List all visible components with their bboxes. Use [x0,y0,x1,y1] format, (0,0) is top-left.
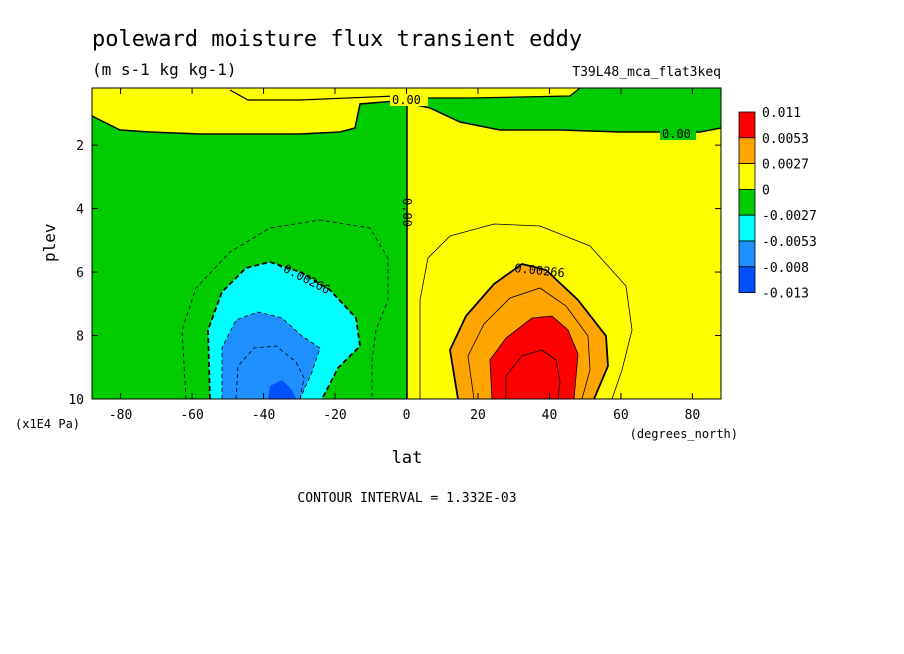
neg-contour-1 [181,219,389,399]
y-axis-title: plev [40,223,59,262]
x-tick-label: 20 [470,408,486,423]
colorbar-label: 0.0053 [762,132,809,147]
axis-ticks: -80 -60 -40 -20 0 20 40 60 80 2 4 6 8 10 [68,88,721,423]
x-tick-label: 0 [403,408,411,423]
colorbar: 0.011 0.0053 0.0027 0 -0.0027 -0.0053 -0.008 -0… [738,106,817,302]
colorbar-swatch [738,163,756,190]
x-axis-title: lat [392,448,423,468]
pos-contour-1 [419,223,633,399]
colorbar-label: 0.011 [762,106,801,121]
colorbar-label: 0 [762,183,770,198]
field-deepblue [268,380,296,399]
contour-label-top: 0.00 [392,93,421,107]
colorbar-label: -0.008 [762,261,809,276]
colorbar-swatch [738,137,756,165]
contour-label-pos: 0.00266 [514,261,566,280]
contour-label-right: 0.00 [662,127,691,141]
colorbar-swatch [738,240,756,268]
zero-contour-top-sh [92,99,408,135]
y-axis-units: (x1E4 Pa) [15,417,80,431]
colorbar-swatch [738,266,756,293]
neg-contour-2 [207,261,361,399]
field-red [490,316,578,399]
pos-contour-5 [505,349,561,399]
contour-label-vertical: 0.00 [400,198,414,227]
field-yellow-top-sh [92,88,407,134]
field-blue [222,312,320,399]
plot-area: 0.00 0.00 0.00 -0.00266 0.00266 -80 -60 -4… [68,87,722,423]
x-tick-label: -80 [109,408,132,423]
pos-contour-3 [467,287,591,399]
y-tick-label: 8 [76,330,84,345]
y-tick-label: 2 [76,139,84,154]
x-axis-units: (degrees_north) [630,427,738,441]
units-label: (m s-1 kg kg-1) [92,60,237,79]
colorbar-swatch [738,188,756,216]
colorbar-swatch [738,214,756,242]
colorbar-label: -0.013 [762,287,809,302]
neg-contour-4 [235,345,305,399]
x-tick-label: -20 [323,408,346,423]
chart-title: poleward moisture flux transient eddy [92,27,582,52]
y-tick-label: 10 [68,393,84,408]
contour-lines [92,88,721,399]
y-tick-label: 4 [76,203,84,218]
x-tick-label: 40 [542,408,558,423]
colorbar-label: -0.0027 [762,209,817,224]
x-tick-label: -40 [252,408,275,423]
x-tick-label: -60 [180,408,203,423]
field-green-top-nh [430,88,721,132]
pos-contour-4 [489,315,579,399]
y-tick-label: 6 [76,266,84,281]
x-tick-label: 80 [685,408,701,423]
x-tick-label: 60 [613,408,629,423]
pos-contour-2 [449,263,609,399]
colorbar-label: -0.0053 [762,235,817,250]
field-yellow-topstrip [92,88,580,100]
colorbar-label: 0.0027 [762,158,809,173]
dataset-label: T39L48_mca_flat3keq [572,65,721,80]
contour-interval: CONTOUR INTERVAL = 1.332E-03 [297,491,516,506]
colorbar-swatch [738,111,756,139]
